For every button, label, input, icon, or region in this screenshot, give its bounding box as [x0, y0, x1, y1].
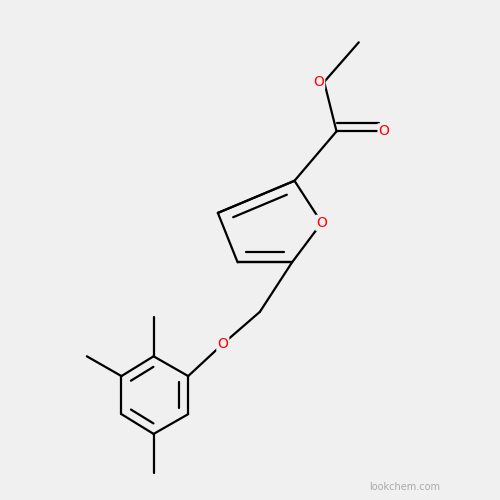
Text: O: O	[316, 216, 327, 230]
Text: O: O	[378, 124, 390, 138]
Text: O: O	[218, 337, 228, 351]
Text: O: O	[314, 75, 324, 89]
Text: lookchem.com: lookchem.com	[370, 482, 440, 492]
